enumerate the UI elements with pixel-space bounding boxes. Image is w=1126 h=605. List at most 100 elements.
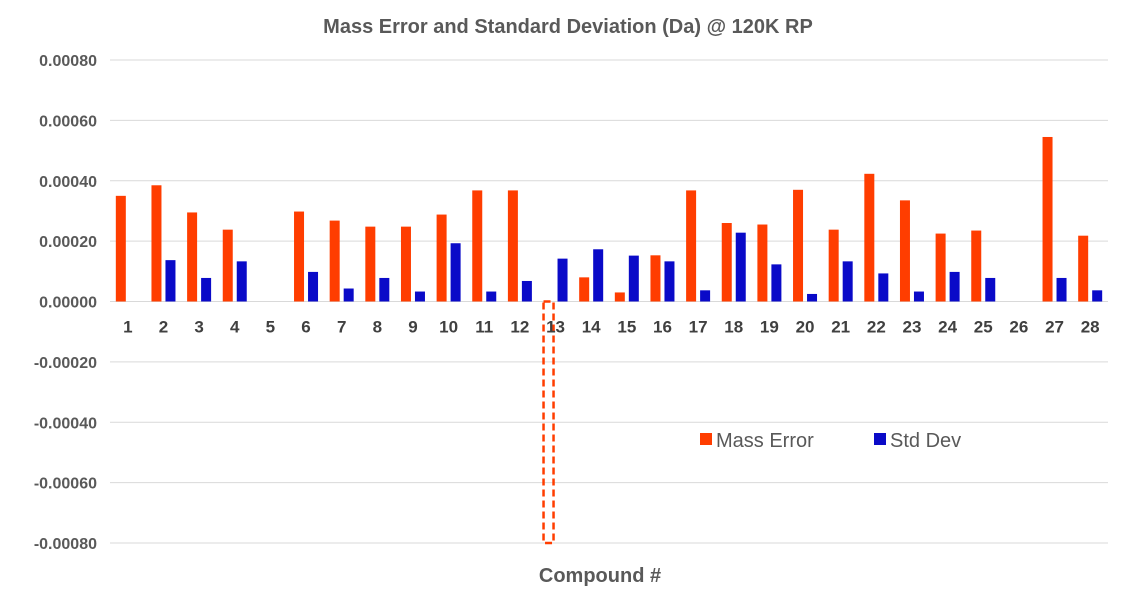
bar-std-dev-24 — [949, 271, 960, 302]
bar-std-dev-6 — [308, 271, 319, 302]
bar-std-dev-2 — [165, 260, 176, 302]
y-tick-label: -0.00040 — [34, 415, 97, 432]
chart-title: Mass Error and Standard Deviation (Da) @… — [323, 16, 813, 38]
bar-mass-error-14 — [579, 277, 590, 302]
x-tick-label: 24 — [938, 318, 957, 337]
bar-mass-error-25 — [971, 230, 982, 302]
bar-mass-error-19 — [757, 224, 768, 302]
bar-std-dev-9 — [414, 291, 425, 302]
bar-std-dev-21 — [842, 261, 853, 302]
bar-mass-error-12 — [507, 190, 518, 302]
bar-std-dev-7 — [343, 288, 354, 302]
bar-mass-error-11 — [472, 190, 483, 302]
x-tick-label: 19 — [760, 318, 779, 337]
bar-std-dev-22 — [878, 273, 889, 302]
bar-std-dev-13 — [557, 258, 568, 302]
legend-swatch-mass-error — [700, 433, 712, 445]
bar-std-dev-14 — [593, 249, 604, 302]
bar-mass-error-1 — [115, 195, 126, 302]
y-tick-label: -0.00020 — [34, 355, 97, 372]
bar-mass-error-8 — [365, 226, 376, 302]
x-tick-label: 18 — [724, 318, 743, 337]
bar-mass-error-9 — [400, 226, 411, 302]
bar-mass-error-21 — [828, 229, 839, 302]
x-tick-label: 6 — [301, 318, 310, 337]
x-tick-label: 22 — [867, 318, 886, 337]
bar-std-dev-15 — [628, 255, 639, 302]
bar-mass-error-22 — [864, 173, 875, 302]
x-tick-label: 5 — [266, 318, 275, 337]
bar-std-dev-23 — [913, 291, 924, 302]
legend: Mass Error Std Dev — [700, 430, 961, 452]
x-tick-label: 27 — [1045, 318, 1064, 337]
bar-std-dev-4 — [236, 261, 247, 302]
x-tick-label: 1 — [123, 318, 132, 337]
x-tick-label: 9 — [408, 318, 417, 337]
bar-mass-error-4 — [222, 229, 233, 302]
bar-std-dev-19 — [771, 264, 782, 302]
x-tick-label: 28 — [1081, 318, 1100, 337]
y-tick-label: 0.00080 — [39, 53, 97, 70]
bar-mass-error-23 — [899, 200, 910, 302]
legend-label-mass-error: Mass Error — [716, 430, 814, 452]
bar-mass-error-28 — [1078, 235, 1089, 302]
x-tick-label: 7 — [337, 318, 346, 337]
bar-std-dev-27 — [1056, 277, 1067, 302]
y-tick-label: -0.00060 — [34, 476, 97, 493]
x-tick-label: 25 — [974, 318, 993, 337]
x-axis-tick-labels: 1 2 3 4 5 6 7 8 9 10 11 12 13 14 15 16 17 18 19 20 21 22 23 24 2… — [123, 318, 1100, 337]
y-axis-tick-labels: 0.00080 0.00060 0.00040 0.00020 0.00000 -0.00… — [34, 53, 97, 553]
bar-mass-error-20 — [793, 189, 804, 302]
x-tick-label: 10 — [439, 318, 458, 337]
bar-std-dev-11 — [486, 291, 497, 302]
y-tick-label: 0.00000 — [39, 295, 97, 312]
bars — [115, 136, 1103, 545]
x-tick-label: 23 — [903, 318, 922, 337]
bar-std-dev-3 — [201, 277, 212, 302]
bar-std-dev-16 — [664, 261, 675, 302]
x-tick-label: 14 — [582, 318, 601, 337]
x-tick-label: 17 — [689, 318, 708, 337]
x-tick-label: 13 — [546, 318, 565, 337]
bar-mass-error-15 — [614, 292, 625, 302]
bar-mass-error-16 — [650, 255, 661, 302]
x-tick-label: 2 — [159, 318, 168, 337]
x-tick-label: 8 — [373, 318, 382, 337]
y-tick-label: -0.00080 — [34, 536, 97, 553]
bar-mass-error-10 — [436, 214, 447, 302]
bar-std-dev-10 — [450, 243, 461, 302]
x-tick-label: 11 — [475, 318, 493, 337]
y-tick-label: 0.00020 — [39, 234, 97, 251]
bar-mass-error-18 — [721, 223, 732, 302]
bar-std-dev-12 — [521, 280, 532, 302]
bar-std-dev-8 — [379, 277, 390, 302]
y-tick-label: 0.00040 — [39, 174, 97, 191]
x-tick-label: 26 — [1009, 318, 1028, 337]
bar-mass-error-6 — [294, 211, 305, 302]
bar-mass-error-27 — [1042, 136, 1053, 302]
bar-mass-error-7 — [329, 220, 340, 302]
bar-mass-error-13 — [542, 300, 555, 545]
x-tick-label: 15 — [617, 318, 636, 337]
legend-swatch-std-dev — [874, 433, 886, 445]
bar-mass-error-2 — [151, 185, 162, 302]
bar-std-dev-20 — [807, 293, 818, 302]
x-axis-label: Compound # — [539, 565, 661, 587]
legend-label-std-dev: Std Dev — [890, 430, 961, 452]
bar-mass-error-3 — [187, 212, 198, 302]
bar-std-dev-18 — [735, 232, 746, 302]
x-tick-label: 12 — [510, 318, 529, 337]
x-tick-label: 4 — [230, 318, 240, 337]
bar-std-dev-17 — [700, 290, 711, 302]
bar-std-dev-25 — [985, 277, 996, 302]
bar-mass-error-24 — [935, 233, 946, 302]
bar-mass-error-17 — [686, 190, 697, 302]
x-tick-label: 21 — [831, 318, 850, 337]
x-tick-label: 20 — [796, 318, 815, 337]
x-tick-label: 3 — [194, 318, 203, 337]
bar-std-dev-28 — [1092, 290, 1103, 302]
x-tick-label: 16 — [653, 318, 672, 337]
y-tick-label: 0.00060 — [39, 113, 97, 130]
